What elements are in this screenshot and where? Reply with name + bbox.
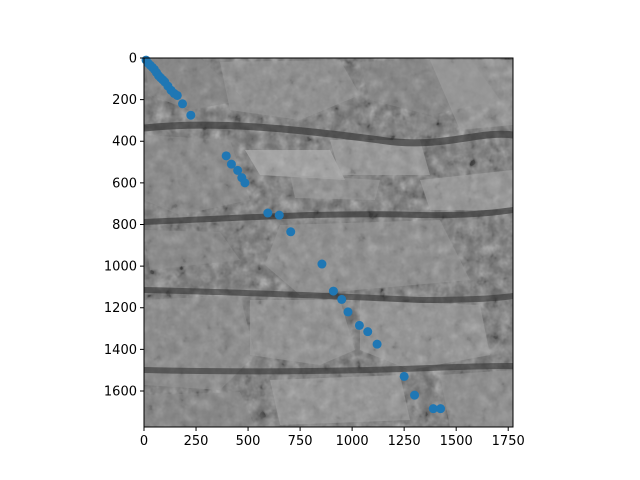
x-tick-label: 1750 [492,434,525,449]
y-tick-label: 600 [112,176,137,191]
scatter-point [399,371,409,381]
scatter-point [226,159,236,169]
scatter-point [363,327,373,337]
y-axis: 0 200 400 600 800 1000 1200 1400 1600 [104,52,144,399]
scatter-point [186,110,196,120]
scatter-point [178,99,188,109]
scatter-point [343,307,353,317]
x-tick-label: 500 [236,434,261,449]
scatter-point [436,404,446,414]
scatter-point [410,390,420,400]
scatter-point [372,339,382,349]
scatter-point [263,208,273,218]
x-tick-label: 0 [140,434,148,449]
scatter-point [286,227,296,237]
x-tick-label: 750 [288,434,313,449]
y-tick-label: 1200 [104,301,137,316]
y-tick-label: 800 [112,218,137,233]
scatter-point [172,90,182,100]
y-tick-label: 400 [112,135,137,150]
y-tick-label: 1600 [104,384,137,399]
scatter-point [337,294,347,304]
scatter-point [274,210,284,220]
scatter-point [317,259,327,269]
scatter-point [221,151,231,161]
y-tick-label: 1000 [104,260,137,275]
x-tick-label: 1250 [388,434,421,449]
y-tick-label: 200 [112,93,137,108]
stone-wall-background-image [144,58,513,427]
scatter-point [233,165,243,175]
x-axis: 0 250 500 750 1000 1250 1500 1750 [140,427,525,449]
y-tick-label: 1400 [104,343,137,358]
x-tick-label: 1500 [440,434,473,449]
scatter-points [141,55,446,414]
scatter-point [240,178,250,188]
plot-frame [143,57,514,428]
x-tick-label: 250 [184,434,209,449]
x-tick-label: 1000 [336,434,369,449]
y-tick-label: 0 [129,52,137,67]
scatter-point [428,404,438,414]
scatter-point [328,286,338,296]
scatter-point [354,320,364,330]
